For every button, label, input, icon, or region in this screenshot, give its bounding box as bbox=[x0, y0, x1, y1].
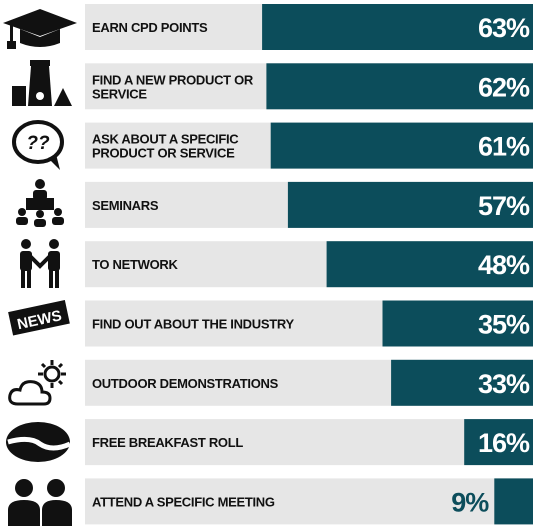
value-label: 48% bbox=[478, 250, 530, 280]
row-background bbox=[85, 419, 533, 466]
bar bbox=[494, 478, 533, 525]
category-label: OUTDOOR DEMONSTRATIONS bbox=[92, 376, 279, 391]
category-label: FIND A NEW PRODUCT OR SERVICE bbox=[92, 72, 254, 101]
category-label: SEMINARS bbox=[92, 198, 159, 213]
value-label: 62% bbox=[478, 72, 530, 102]
value-label: 63% bbox=[478, 13, 530, 43]
icon-text: ?? bbox=[26, 133, 50, 154]
row-background bbox=[85, 478, 533, 525]
value-label: 33% bbox=[478, 369, 530, 399]
value-label: 57% bbox=[478, 191, 530, 221]
icon-news: NEWS bbox=[8, 300, 70, 336]
icon-graduation-cap bbox=[3, 9, 77, 49]
category-label-line: PRODUCT OR SERVICE bbox=[92, 146, 235, 161]
category-label: FREE BREAKFAST ROLL bbox=[92, 435, 243, 450]
bar bbox=[326, 241, 533, 288]
icon-seminar bbox=[16, 179, 64, 227]
value-label: 35% bbox=[478, 310, 530, 340]
icon-bread-roll bbox=[6, 422, 72, 462]
bar bbox=[464, 419, 533, 466]
icon-weather bbox=[8, 360, 66, 406]
category-label-line: ASK ABOUT A SPECIFIC bbox=[92, 132, 239, 147]
value-label: 61% bbox=[478, 132, 530, 162]
icon-speech-bubble: ?? bbox=[12, 120, 64, 170]
bar bbox=[391, 359, 533, 406]
value-label: 16% bbox=[478, 428, 530, 458]
category-label: ASK ABOUT A SPECIFIC PRODUCT OR SERVICE bbox=[92, 132, 239, 161]
bar bbox=[270, 122, 533, 169]
value-label: 9% bbox=[451, 487, 489, 517]
category-label: FIND OUT ABOUT THE INDUSTRY bbox=[92, 317, 294, 332]
category-label: ATTEND A SPECIFIC MEETING bbox=[92, 494, 275, 509]
category-label: TO NETWORK bbox=[92, 257, 178, 272]
icon-people bbox=[8, 479, 72, 526]
icon-factory bbox=[12, 60, 72, 106]
icon-handshake bbox=[20, 239, 60, 288]
bar bbox=[287, 181, 533, 228]
category-label: EARN CPD POINTS bbox=[92, 20, 208, 35]
bar bbox=[382, 300, 533, 347]
bar bbox=[266, 63, 533, 110]
bar bbox=[262, 4, 533, 50]
category-label-line: SERVICE bbox=[92, 86, 147, 101]
category-label-line: FIND A NEW PRODUCT OR bbox=[92, 72, 254, 87]
